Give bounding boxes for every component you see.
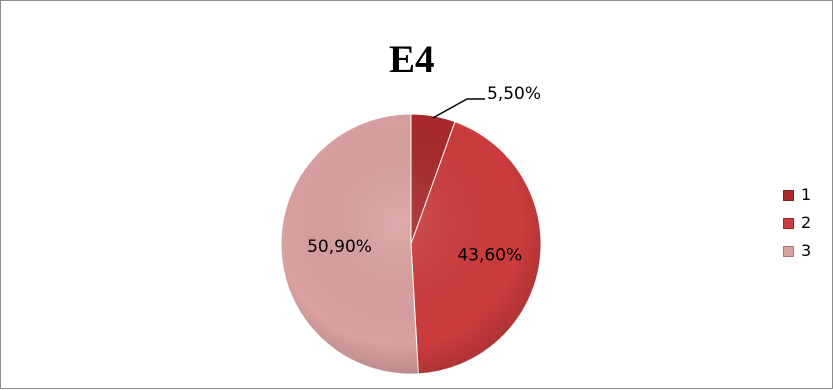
legend-swatch-2 [783,218,794,229]
chart-title: E4 [389,38,435,81]
legend-item-3: 3 [782,241,832,261]
data-label-2: 43,60% [457,245,522,265]
data-label-1: 5,50% [487,84,541,104]
leader-line-1 [432,98,485,119]
data-label-3: 50,90% [307,237,372,257]
legend-item-1: 1 [782,185,832,205]
legend-label-1: 1 [801,185,812,204]
legend-swatch-3 [783,246,794,257]
legend: 1 2 3 [782,185,832,269]
legend-item-2: 2 [782,213,832,233]
legend-label-3: 3 [801,241,812,260]
legend-swatch-1 [783,190,794,201]
legend-label-2: 2 [801,213,812,232]
